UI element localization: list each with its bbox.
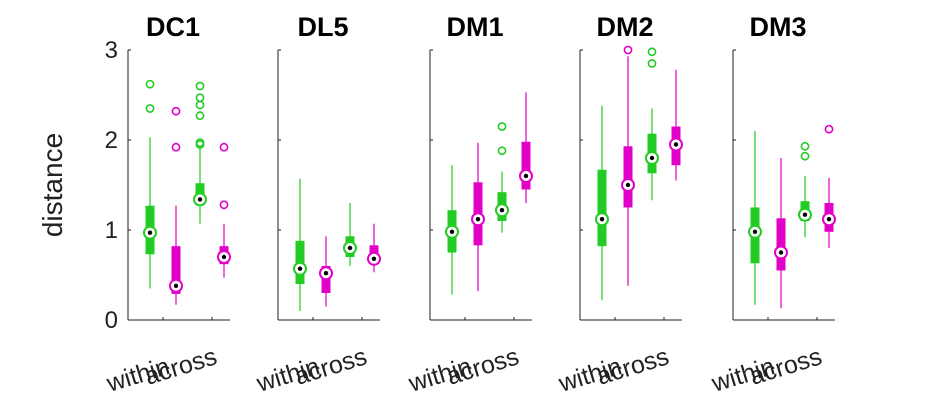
outlier-point <box>647 47 657 57</box>
box-across <box>621 45 635 286</box>
panels: DC10123withinacrossDL5withinacrossDM1wit… <box>103 12 836 398</box>
outlier-point <box>171 142 181 152</box>
median-dot <box>778 250 784 255</box>
box-iqr <box>776 218 786 271</box>
box-iqr <box>171 246 181 294</box>
median-dot <box>802 212 808 217</box>
median-dot <box>826 217 832 222</box>
box-within <box>293 178 307 311</box>
box-across <box>822 124 836 248</box>
median-dot <box>752 229 758 234</box>
panel-title: DM3 <box>749 12 806 42</box>
box-within <box>445 165 459 295</box>
median-dot <box>475 217 481 222</box>
median-dot <box>449 229 455 234</box>
box-within <box>343 203 357 266</box>
outlier-point <box>497 146 507 156</box>
median-dot <box>221 254 227 260</box>
y-tick-label: 2 <box>105 127 118 154</box>
outlier-point <box>824 124 834 134</box>
box-within <box>748 131 762 305</box>
outlier-point <box>623 45 633 55</box>
y-tick-label: 3 <box>105 37 118 64</box>
box-iqr <box>597 169 607 247</box>
outlier-point <box>800 151 810 161</box>
outlier-point <box>195 100 205 110</box>
box-across <box>519 92 533 203</box>
median-dot <box>625 182 631 188</box>
median-dot <box>323 271 329 276</box>
median-dot <box>499 208 505 213</box>
outlier-point <box>195 81 205 91</box>
category-label-across: across <box>747 342 826 390</box>
category-label-across: across <box>142 342 221 390</box>
box-within <box>495 122 509 233</box>
panel-title: DM1 <box>446 12 503 42</box>
box-within <box>798 141 812 238</box>
category-label-across: across <box>444 342 523 390</box>
y-axis-label: distance <box>37 133 68 237</box>
outlier-point <box>647 59 657 68</box>
median-dot <box>371 256 377 261</box>
panel-title: DM2 <box>596 12 653 42</box>
outlier-point <box>497 122 507 131</box>
box-across <box>217 142 231 278</box>
box-across <box>367 223 381 273</box>
outlier-point <box>145 104 155 113</box>
y-axis-label-group: distance <box>37 133 68 237</box>
y-tick-label: 1 <box>105 217 118 244</box>
box-within <box>193 81 207 224</box>
outlier-point <box>219 142 229 152</box>
median-dot <box>347 245 353 251</box>
box-within <box>595 105 609 301</box>
median-dot <box>673 142 679 147</box>
box-across <box>319 236 333 307</box>
panel-title: DC1 <box>146 12 200 42</box>
outlier-point <box>195 111 205 121</box>
median-dot <box>523 173 529 179</box>
outlier-point <box>145 79 155 89</box>
median-dot <box>599 217 605 222</box>
box-across <box>774 158 788 309</box>
y-tick-label: 0 <box>105 307 118 334</box>
outlier-point <box>800 141 810 151</box>
panel-title: DL5 <box>297 12 348 42</box>
box-across <box>471 142 485 292</box>
median-dot <box>147 230 153 235</box>
median-dot <box>649 155 655 161</box>
box-iqr <box>623 146 633 208</box>
median-dot <box>197 197 203 202</box>
median-dot <box>297 266 303 271</box>
outlier-point <box>195 93 205 103</box>
category-label-across: across <box>292 342 371 390</box>
box-iqr <box>521 141 531 190</box>
box-within <box>645 47 659 201</box>
box-across <box>669 69 683 181</box>
category-label-across: across <box>594 342 673 390</box>
outlier-point <box>171 106 181 116</box>
box-across <box>169 106 183 305</box>
outlier-point <box>195 138 205 148</box>
median-dot <box>173 283 179 288</box>
box-within <box>143 79 157 289</box>
outlier-point <box>219 200 229 210</box>
